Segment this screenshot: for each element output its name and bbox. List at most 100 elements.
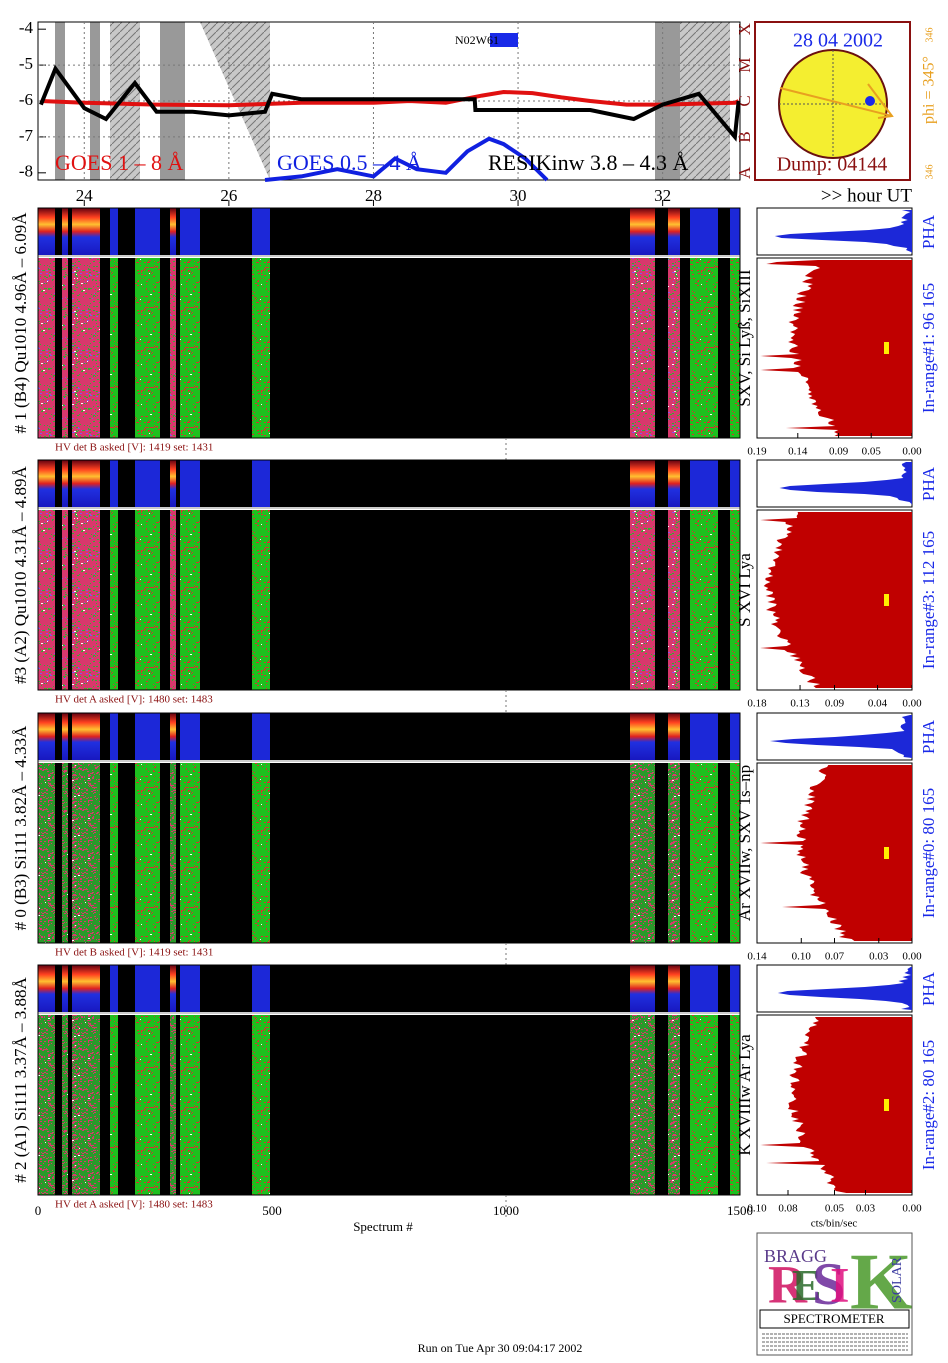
- spectrogram: [68, 1015, 72, 1195]
- range-marker: [884, 847, 889, 859]
- detector-label: # 1 (B4) Qu1010 4.96Å – 6.09Å: [11, 212, 30, 434]
- pha-strip: [72, 965, 100, 1012]
- series-line: [40, 89, 740, 108]
- x-tick-label: 30: [510, 186, 527, 205]
- sun-dump: Dump: 04144: [777, 154, 888, 176]
- x-tick-label: 0.04: [868, 698, 888, 710]
- spectrogram: [135, 510, 160, 690]
- y-tick-label: -4: [19, 18, 34, 37]
- goes-class-label: C: [735, 95, 754, 106]
- spectrogram: [62, 258, 68, 438]
- hv-label: HV det A asked [V]: 1480 set: 1483: [55, 694, 213, 706]
- lines-label: S XVI Lya: [735, 553, 754, 627]
- pha-strip: [180, 460, 200, 507]
- pha-label: PHA: [919, 971, 938, 1006]
- x-tick-label: 0.10: [747, 1203, 767, 1215]
- footer: Run on Tue Apr 30 09:04:17 2002: [418, 1341, 583, 1355]
- spectrogram: [118, 763, 135, 943]
- pha-strip: [72, 460, 100, 507]
- pha-strip: [110, 713, 118, 760]
- sun-frame: [754, 21, 911, 181]
- x-tick-label: 0.03: [869, 951, 889, 963]
- pha-strip: [176, 208, 180, 255]
- pha-strip: [730, 208, 740, 255]
- spectrogram: [680, 258, 690, 438]
- pha-strip: [200, 713, 252, 760]
- spectrogram: [730, 763, 740, 943]
- spectrogram: [38, 1015, 55, 1195]
- series-line: [264, 136, 549, 182]
- pha-strip: [55, 460, 62, 507]
- x-tick-label: 0.14: [788, 446, 808, 458]
- spectrogram: [252, 510, 270, 690]
- goes-class-label: M: [735, 58, 754, 73]
- logo-letter: E: [792, 1261, 821, 1310]
- sun-corner: 346: [924, 165, 935, 180]
- logo-letter: S: [812, 1251, 845, 1317]
- x-tick-label: 0: [35, 1203, 42, 1218]
- pha-strip: [630, 713, 655, 760]
- pha-strip: [160, 208, 170, 255]
- pha-strip: [252, 713, 270, 760]
- spectrogram: [630, 1015, 655, 1195]
- x-axis-unit: >> hour UT: [821, 185, 912, 206]
- pha-strip: [655, 713, 668, 760]
- pha-strip: [100, 965, 110, 1012]
- spectrogram: [680, 763, 690, 943]
- spectrogram: [55, 763, 62, 943]
- spectrogram: [630, 258, 655, 438]
- lines-label: K XVIIIw Ar Lya: [735, 1034, 754, 1156]
- panel-frame: [37, 964, 741, 1196]
- spectrogram: [135, 763, 160, 943]
- spectrogram: [118, 510, 135, 690]
- x-tick-label: 0.08: [778, 1203, 798, 1215]
- spectrogram: [718, 1015, 730, 1195]
- spectrogram: [200, 763, 252, 943]
- detector-label: # 2 (A1) Si111 3.37Å – 3.88Å: [11, 976, 30, 1182]
- pha-strip: [180, 965, 200, 1012]
- spectrogram: [135, 1015, 160, 1195]
- spectrogram: [68, 763, 72, 943]
- pha-label: PHA: [919, 466, 938, 501]
- lines-label: SXV, Si Lyß, SiXIII: [735, 269, 754, 406]
- x-tick-label: 500: [262, 1203, 282, 1218]
- spectrogram: [135, 258, 160, 438]
- spectrogram: [180, 1015, 200, 1195]
- pha-strip: [176, 460, 180, 507]
- pha-label: PHA: [919, 214, 938, 249]
- spectrogram: [655, 763, 668, 943]
- pha-strip: [170, 460, 176, 507]
- spectrogram: [668, 763, 680, 943]
- sun-phi: phi = 345°: [921, 56, 938, 124]
- spectrogram: [72, 258, 100, 438]
- pha-strip: [118, 460, 135, 507]
- x-tick-label: 26: [220, 186, 237, 205]
- pha-strip: [110, 965, 118, 1012]
- spectrogram: [38, 258, 55, 438]
- spectrogram: [270, 258, 630, 438]
- spectrogram: [718, 258, 730, 438]
- pha-strip: [170, 965, 176, 1012]
- detector-label: # 0 (B3) Si111 3.82Å – 4.33Å: [11, 725, 30, 930]
- spectrogram: [270, 1015, 630, 1195]
- logo-band: [759, 1309, 910, 1329]
- spectrogram: [200, 1015, 252, 1195]
- hv-label: HV det B asked [V]: 1419 set: 1431: [55, 947, 213, 959]
- spectrogram: [690, 1015, 718, 1195]
- goes-class-label: A: [735, 166, 754, 179]
- y-tick-label: -5: [19, 54, 33, 73]
- spectrogram: [176, 510, 180, 690]
- spectrogram: [170, 258, 176, 438]
- spectrogram: [68, 510, 72, 690]
- spectrogram: [100, 510, 110, 690]
- spectrogram: [72, 510, 100, 690]
- pha-strip: [55, 713, 62, 760]
- spectrogram: [176, 763, 180, 943]
- spectrogram: [180, 763, 200, 943]
- pha-strip: [690, 460, 718, 507]
- pha-label: PHA: [919, 719, 938, 754]
- x-tick-label: 0.07: [825, 951, 845, 963]
- pha-strip: [655, 965, 668, 1012]
- spectrogram: [690, 763, 718, 943]
- spectrogram: [730, 1015, 740, 1195]
